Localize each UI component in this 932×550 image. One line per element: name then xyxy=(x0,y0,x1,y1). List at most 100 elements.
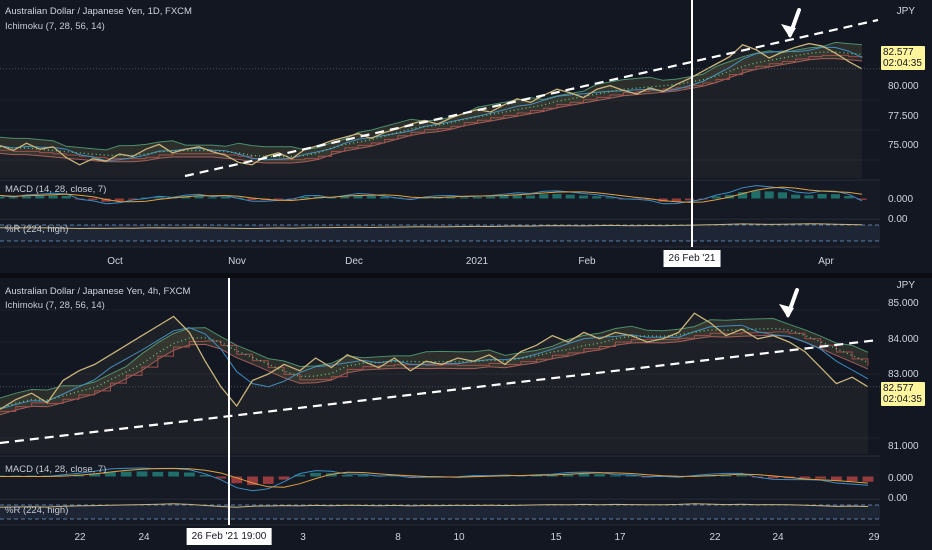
macd-histogram-bar xyxy=(562,474,574,477)
bottom-chart-svg[interactable] xyxy=(0,278,880,528)
macd-histogram-bar xyxy=(831,476,842,481)
macd-histogram-bar xyxy=(247,198,257,201)
macd-histogram-bar xyxy=(389,475,400,477)
bottom-pctr-value: 0.00 xyxy=(888,493,908,504)
macd-histogram-bar xyxy=(720,474,732,477)
top-y-tick: 77.500 xyxy=(888,111,919,122)
price-area xyxy=(0,43,862,178)
annotation-arrow-head xyxy=(779,304,794,318)
bottom-x-tick: 22 xyxy=(709,532,721,543)
macd-histogram-bar xyxy=(791,194,801,199)
pctr-pane-bg xyxy=(0,499,880,525)
bottom-title: Australian Dollar / Japanese Yen, 4h, FX… xyxy=(5,286,191,297)
trendline xyxy=(184,18,879,178)
bottom-indicator-label: Ichimoku (7, 28, 56, 14) xyxy=(5,300,105,311)
bottom-y-tick: 85.000 xyxy=(888,298,919,309)
macd-histogram-bar xyxy=(48,195,58,199)
macd-histogram-bar xyxy=(215,476,227,479)
pctr-band xyxy=(0,225,880,241)
macd-histogram-bar xyxy=(625,475,637,477)
top-x-tick: Nov xyxy=(228,256,246,267)
macd-histogram-bar xyxy=(594,474,606,477)
macd-histogram-bar xyxy=(846,476,858,482)
macd-histogram-bar xyxy=(472,197,482,199)
price-line xyxy=(0,312,869,410)
price-area xyxy=(0,313,868,454)
macd-histogram-bar xyxy=(546,475,558,477)
trendline xyxy=(0,338,879,445)
macd-signal-line xyxy=(0,467,869,488)
macd-histogram-bar xyxy=(685,198,695,201)
macd-histogram-bar xyxy=(751,190,761,199)
macd-histogram-bar xyxy=(531,475,542,477)
macd-histogram-bar xyxy=(0,196,5,199)
macd-histogram-bar xyxy=(326,473,337,477)
top-price-label: 82.577 02:04:35 xyxy=(881,46,925,70)
bottom-x-tick: 24 xyxy=(138,532,150,543)
macd-histogram-bar xyxy=(830,194,840,199)
top-chart-panel: Australian Dollar / Japanese Yen, 1D, FX… xyxy=(0,0,925,267)
macd-histogram-bar xyxy=(671,198,681,202)
top-x-tick: Apr xyxy=(818,256,834,267)
top-pctr-value: 0.00 xyxy=(888,214,908,225)
bottom-price-label: 82.577 02:04:35 xyxy=(881,382,925,406)
macd-histogram-bar xyxy=(815,476,826,479)
macd-histogram-bar xyxy=(844,196,854,199)
macd-histogram-bar xyxy=(857,198,867,200)
macd-histogram-bar xyxy=(380,197,390,199)
bottom-currency-label: JPY xyxy=(896,280,915,291)
macd-histogram-bar xyxy=(199,474,211,477)
macd-histogram-bar xyxy=(207,197,217,199)
macd-histogram-bar xyxy=(525,195,535,199)
macd-histogram-bar xyxy=(578,473,590,477)
macd-histogram-bar xyxy=(446,196,456,199)
macd-histogram-bar xyxy=(262,476,274,484)
bottom-cursor-date-label: 26 Feb '21 19:00 xyxy=(186,528,272,545)
macd-histogram-bar xyxy=(610,475,621,477)
macd-histogram-bar xyxy=(777,192,787,199)
macd-histogram-bar xyxy=(300,196,310,199)
top-x-tick: Dec xyxy=(345,256,363,267)
macd-histogram-bar xyxy=(220,196,230,199)
bottom-y-tick: 84.000 xyxy=(888,334,919,345)
macd-histogram-bar xyxy=(231,476,243,484)
top-indicator-label: Ichimoku (7, 28, 56, 14) xyxy=(5,21,105,32)
top-chart-svg[interactable] xyxy=(0,0,880,250)
macd-histogram-bar xyxy=(273,198,283,200)
macd-histogram-bar xyxy=(136,471,148,477)
top-countdown: 02:04:35 xyxy=(883,58,922,69)
macd-histogram-bar xyxy=(181,196,191,199)
top-pctr-label: %R (224, high) xyxy=(5,224,69,235)
macd-histogram-bar xyxy=(406,198,416,200)
ichimoku-span-b xyxy=(0,58,863,164)
pctr-pane-bg xyxy=(0,219,880,247)
ichimoku-span-a xyxy=(0,41,863,151)
macd-histogram-bar xyxy=(578,195,588,199)
bottom-x-tick: 29 xyxy=(868,532,880,543)
macd-histogram-bar xyxy=(804,195,814,199)
macd-histogram-bar xyxy=(120,471,132,477)
macd-histogram-bar xyxy=(353,195,363,199)
ichimoku-tenkan-line xyxy=(0,324,869,410)
top-x-tick: Oct xyxy=(107,256,123,267)
bottom-pctr-label: %R (224, high) xyxy=(5,505,69,516)
macd-histogram-bar xyxy=(736,474,748,477)
price-line xyxy=(0,42,863,166)
pctr-line xyxy=(0,223,863,230)
bottom-x-tick: 3 xyxy=(300,532,306,543)
macd-histogram-bar xyxy=(357,475,369,477)
top-x-tick: 2021 xyxy=(465,256,489,267)
macd-histogram-bar xyxy=(592,196,602,199)
price-pane-bg xyxy=(0,0,880,182)
bottom-y-tick: 83.000 xyxy=(888,369,919,380)
macd-histogram-bar xyxy=(247,476,258,486)
macd-histogram-bar xyxy=(340,196,350,199)
ichimoku-kijun-line xyxy=(0,54,863,161)
macd-signal-line xyxy=(0,186,863,203)
macd-histogram-bar xyxy=(486,196,496,199)
top-y-tick: 80.000 xyxy=(888,81,919,92)
panel-divider[interactable] xyxy=(0,273,932,278)
macd-histogram-bar xyxy=(152,471,164,477)
pctr-line xyxy=(0,503,869,508)
